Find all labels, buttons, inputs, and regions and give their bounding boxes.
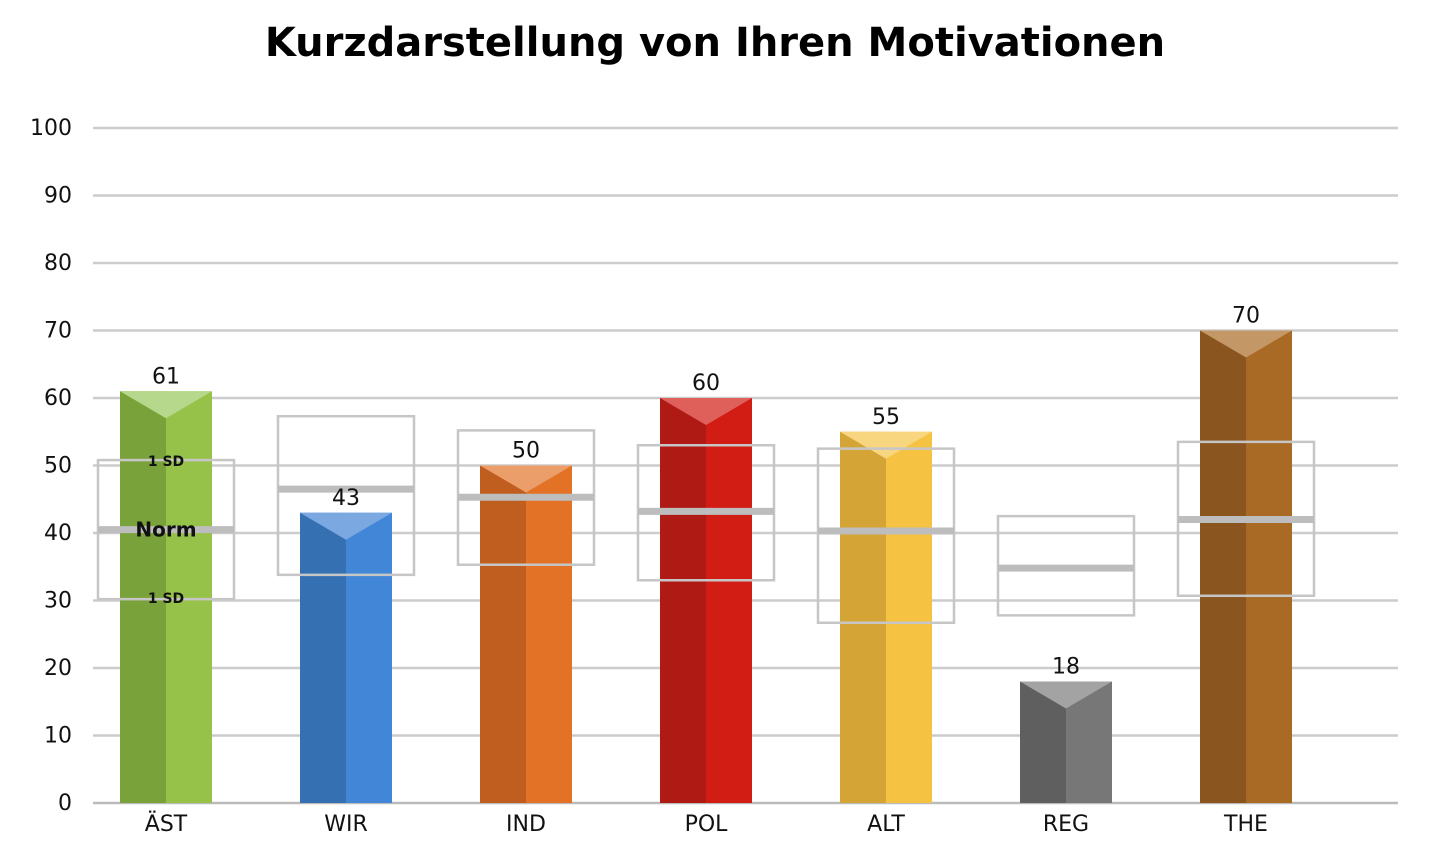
y-tick-label: 30 [44, 589, 72, 614]
value-label: 18 [1052, 655, 1080, 680]
category-label: REG [1043, 812, 1089, 837]
category-label: WIR [324, 812, 368, 837]
norm-box-4 [816, 447, 956, 625]
bar-3-right-face [706, 398, 752, 803]
category-label: ÄST [145, 811, 188, 837]
value-label: 50 [512, 439, 540, 464]
bar-4-left-face [840, 431, 886, 803]
norm-label: Norm [135, 518, 196, 542]
y-tick-label: 80 [44, 251, 72, 276]
bar-3-left-face [660, 398, 706, 803]
norm-box-1 [276, 414, 416, 577]
category-label: ALT [867, 812, 905, 837]
chart-title: Kurzdarstellung von Ihren Motivationen [264, 20, 1166, 66]
bar-3-top-cap [660, 398, 752, 425]
category-label: IND [506, 812, 546, 837]
sd-lower-label: 1 SD [148, 591, 184, 607]
bar-5-top-cap [1020, 681, 1112, 709]
bar-1-left-face [300, 512, 346, 803]
y-tick-label: 50 [44, 454, 72, 479]
bar-6-top-cap [1200, 330, 1292, 358]
value-label: 55 [872, 405, 900, 430]
bar-4-top-cap [840, 431, 932, 459]
bar-2-left-face [480, 465, 526, 803]
category-label: THE [1223, 812, 1268, 837]
value-label: 61 [152, 364, 180, 389]
y-tick-label: 0 [58, 791, 72, 816]
bar-1-top-cap [300, 512, 392, 540]
y-tick-label: 10 [44, 724, 72, 749]
value-label: 43 [332, 486, 360, 511]
category-label: POL [685, 812, 729, 837]
bar-6-left-face [1200, 330, 1246, 803]
bar-2-right-face [526, 465, 572, 803]
y-tick-label: 100 [30, 116, 72, 141]
sd-upper-label: 1 SD [148, 454, 184, 470]
bar-1-right-face [346, 512, 392, 803]
value-label: 70 [1232, 304, 1260, 329]
bar-0-top-cap [120, 391, 212, 419]
bar-2-top-cap [480, 465, 572, 493]
y-tick-label: 90 [44, 184, 72, 209]
value-label: 60 [692, 371, 720, 396]
y-tick-label: 40 [44, 521, 72, 546]
bar-4-right-face [886, 431, 932, 803]
bar-6-right-face [1246, 330, 1292, 803]
y-tick-label: 60 [44, 386, 72, 411]
y-tick-label: 20 [44, 656, 72, 681]
y-tick-label: 70 [44, 319, 72, 344]
